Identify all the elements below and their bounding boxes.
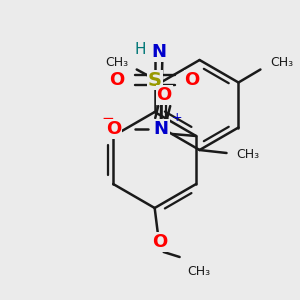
Text: H: H [135, 41, 146, 56]
Text: O: O [157, 86, 172, 104]
Text: N: N [151, 43, 166, 61]
Text: CH₃: CH₃ [106, 56, 129, 69]
Text: O: O [152, 233, 167, 251]
Text: S: S [148, 70, 162, 89]
Text: O: O [184, 71, 200, 89]
Text: O: O [106, 120, 121, 138]
Text: CH₃: CH₃ [270, 56, 293, 69]
Text: N: N [154, 120, 169, 138]
Text: CH₃: CH₃ [188, 265, 211, 278]
Text: CH₃: CH₃ [236, 148, 260, 161]
Text: O: O [110, 71, 125, 89]
Text: −: − [101, 111, 114, 126]
Text: +: + [171, 111, 182, 124]
